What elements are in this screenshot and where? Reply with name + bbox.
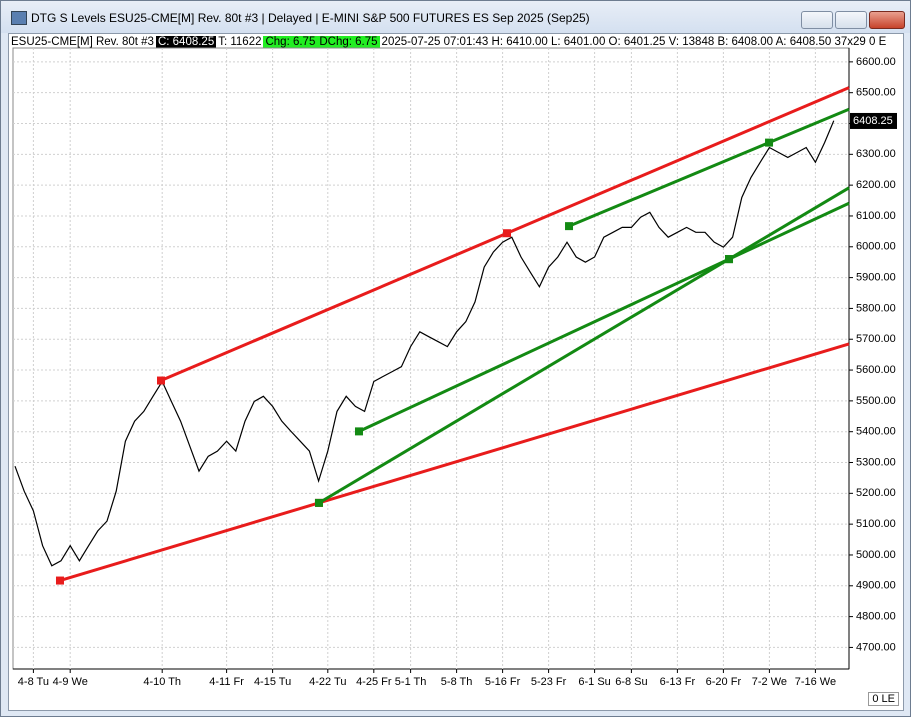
- trendline: [59, 342, 850, 582]
- y-tick-label: 5600.00: [856, 364, 896, 376]
- y-tick-label: 6100.00: [856, 210, 896, 222]
- y-tick-label: 6000.00: [856, 241, 896, 253]
- maximize-button[interactable]: [835, 11, 867, 29]
- y-tick-label: 6300.00: [856, 148, 896, 160]
- trendline-anchor: [55, 576, 64, 585]
- trendline-anchor: [314, 498, 323, 507]
- chart-panel: ESU25-CME[M] Rev. 80t #3 C: 6408.25 T: 116…: [8, 33, 904, 711]
- x-tick-label: 4-10 Th: [143, 676, 181, 688]
- tick-count: T: 11622: [218, 36, 262, 48]
- x-tick-label: 4-22 Tu: [309, 676, 346, 688]
- y-tick-label: 6500.00: [856, 87, 896, 99]
- x-tick-label: 5-8 Th: [441, 676, 473, 688]
- y-tick-label: 5300.00: [856, 456, 896, 468]
- trendline-anchor: [565, 222, 574, 231]
- x-tick-label: 4-25 Fr: [356, 676, 392, 688]
- trendline-anchor: [354, 427, 363, 436]
- x-tick-label: 5-16 Fr: [485, 676, 521, 688]
- y-tick-label: 5100.00: [856, 518, 896, 530]
- info-bar: ESU25-CME[M] Rev. 80t #3 C: 6408.25 T: 116…: [9, 34, 903, 50]
- y-tick-label: 5400.00: [856, 426, 896, 438]
- y-tick-label: 6600.00: [856, 56, 896, 68]
- y-tick-label: 6200.00: [856, 179, 896, 191]
- x-tick-label: 5-23 Fr: [531, 676, 567, 688]
- x-tick-label: 4-9 We: [53, 676, 88, 688]
- y-tick-label: 4900.00: [856, 580, 896, 592]
- x-tick-label: 6-8 Su: [615, 676, 647, 688]
- price-line: [14, 120, 835, 567]
- plot-area: [12, 47, 850, 670]
- close-button[interactable]: [869, 11, 905, 29]
- x-tick-label: 4-11 Fr: [209, 676, 244, 688]
- quote-details: 2025-07-25 07:01:43 H: 6410.00 L: 6401.0…: [381, 36, 887, 48]
- last-price-label: 6408.25: [853, 115, 893, 127]
- trendline: [568, 107, 850, 228]
- y-tick-label: 5000.00: [856, 549, 896, 561]
- symbol: ESU25-CME[M] Rev. 80t #3: [11, 36, 154, 48]
- trendline: [318, 186, 850, 505]
- x-tick-label: 6-20 Fr: [706, 676, 742, 688]
- app-icon: [11, 11, 27, 25]
- trendline-anchor: [157, 376, 166, 385]
- x-tick-label: 5-1 Th: [395, 676, 427, 688]
- window-title: DTG S Levels ESU25-CME[M] Rev. 80t #3 | …: [31, 11, 590, 25]
- trendline-anchor: [765, 138, 774, 147]
- last-price-tag: [850, 112, 897, 129]
- x-tick-label: 4-8 Tu: [18, 676, 49, 688]
- y-tick-label: 5500.00: [856, 395, 896, 407]
- chart: 4700.00 4800.00 4900.00 5000.00 5100.00 5200.…: [12, 47, 897, 688]
- change: Chg: 6.75: [263, 36, 318, 48]
- close-price: C: 6408.25: [155, 36, 217, 48]
- y-tick-label: 4700.00: [856, 641, 896, 653]
- x-tick-label: 7-2 We: [752, 676, 787, 688]
- trendline: [358, 201, 850, 433]
- y-tick-label: 5900.00: [856, 272, 896, 284]
- x-tick-label: 6-1 Su: [578, 676, 610, 688]
- trendline-anchor: [503, 229, 512, 238]
- y-tick-label: 5800.00: [856, 302, 896, 314]
- y-tick-label: 5200.00: [856, 487, 896, 499]
- x-tick-label: 4-15 Tu: [254, 676, 291, 688]
- x-tick-label: 6-13 Fr: [660, 676, 696, 688]
- title-bar: DTG S Levels ESU25-CME[M] Rev. 80t #3 | …: [1, 1, 910, 33]
- y-tick-label: 4800.00: [856, 611, 896, 623]
- status-indicator: 0 LE: [868, 692, 899, 706]
- y-tick-label: 5700.00: [856, 333, 896, 345]
- day-change: DChg: 6.75: [317, 36, 380, 48]
- trendline-anchor: [725, 255, 734, 264]
- x-tick-label: 7-16 We: [795, 676, 836, 688]
- minimize-button[interactable]: [801, 11, 833, 29]
